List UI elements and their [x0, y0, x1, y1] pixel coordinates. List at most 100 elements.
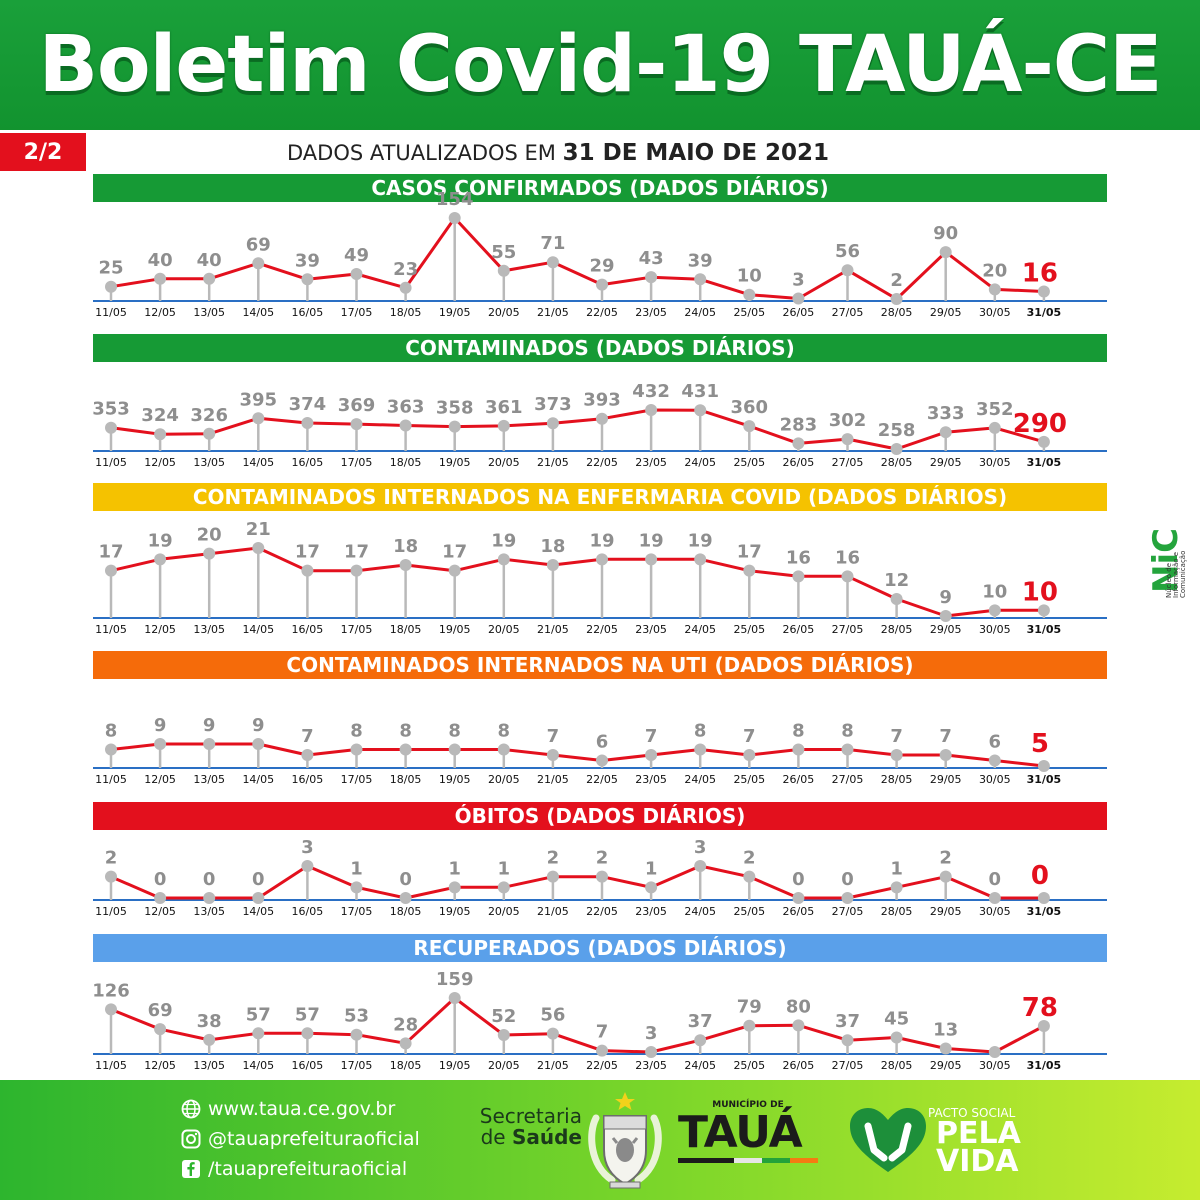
data-point — [546, 870, 559, 883]
x-tick-label: 21/05 — [537, 905, 569, 918]
data-label: 56 — [540, 1005, 565, 1026]
data-label: 395 — [240, 389, 278, 410]
data-point — [890, 1031, 903, 1044]
data-point — [448, 881, 461, 894]
website-link[interactable]: www.taua.ce.gov.br — [180, 1098, 395, 1120]
data-label: 333 — [927, 403, 965, 424]
data-label: 2 — [743, 848, 756, 869]
series-line — [110, 864, 1044, 900]
x-tick-label: 27/05 — [832, 306, 864, 319]
data-point — [890, 881, 903, 894]
data-point — [841, 1034, 854, 1047]
data-label: 57 — [246, 1004, 271, 1025]
x-tick-label: 12/05 — [144, 1059, 176, 1072]
data-label: 2 — [596, 848, 609, 869]
series-line — [110, 216, 1044, 301]
data-label: 16 — [835, 547, 860, 568]
data-label: 57 — [295, 1004, 320, 1025]
x-tick-label: 24/05 — [684, 905, 716, 918]
x-tick-label: 16/05 — [292, 306, 324, 319]
data-label: 3 — [645, 1023, 658, 1044]
chart-title: RECUPERADOS (DADOS DIÁRIOS) — [413, 936, 786, 960]
pacto-label: PACTO SOCIAL — [928, 1106, 1016, 1120]
data-label: 5 — [1031, 729, 1049, 759]
data-point — [890, 293, 903, 305]
data-point — [448, 564, 461, 577]
x-tick-label: 20/05 — [488, 773, 520, 786]
data-label: 431 — [681, 381, 719, 402]
globe-icon — [180, 1098, 202, 1120]
data-point — [1037, 760, 1050, 772]
data-label: 369 — [338, 395, 376, 416]
x-tick-label: 17/05 — [341, 623, 373, 636]
data-point — [350, 743, 363, 756]
facebook-icon — [180, 1158, 202, 1180]
update-prefix: DADOS ATUALIZADOS EM — [287, 141, 556, 165]
data-label: 71 — [540, 233, 565, 254]
data-label: 39 — [688, 250, 713, 271]
data-label: 13 — [933, 1020, 958, 1041]
data-label: 16 — [1022, 259, 1058, 289]
data-label: 53 — [344, 1006, 369, 1027]
data-point — [596, 870, 608, 883]
data-point — [743, 1019, 756, 1032]
data-label: 126 — [92, 980, 130, 1001]
data-point — [988, 283, 1001, 296]
x-tick-label: 12/05 — [144, 773, 176, 786]
data-label: 324 — [141, 405, 179, 426]
data-point — [252, 412, 265, 425]
x-tick-label: 28/05 — [881, 1059, 913, 1072]
footer: www.taua.ce.gov.br @tauaprefeituraoficia… — [0, 1080, 1200, 1200]
secretaria-line1: Secretaria — [479, 1104, 582, 1128]
instagram-link[interactable]: @tauaprefeituraoficial — [180, 1128, 420, 1150]
data-point — [694, 404, 707, 417]
x-tick-label: 21/05 — [537, 1059, 569, 1072]
data-point — [154, 428, 167, 441]
data-label: 0 — [252, 869, 265, 890]
data-point — [743, 749, 756, 761]
x-tick-label: 24/05 — [684, 306, 716, 319]
x-tick-label: 22/05 — [586, 623, 618, 636]
data-point — [841, 892, 854, 904]
data-point — [252, 1027, 265, 1040]
data-point — [546, 1027, 559, 1040]
x-tick-label: 26/05 — [783, 306, 815, 319]
page-title: Boletim Covid-19 TAUÁ-CE — [38, 20, 1163, 110]
x-tick-label: 21/05 — [537, 456, 569, 469]
data-point — [350, 1028, 363, 1041]
data-label: 7 — [890, 726, 903, 747]
data-point — [497, 881, 510, 894]
data-point — [154, 1023, 167, 1036]
data-label: 25 — [98, 258, 123, 279]
facebook-link[interactable]: /tauaprefeituraoficial — [180, 1158, 407, 1180]
data-point — [988, 604, 1001, 617]
data-point — [1037, 604, 1050, 617]
data-point — [645, 881, 658, 894]
x-tick-label: 31/05 — [1027, 623, 1062, 636]
data-point — [497, 553, 510, 566]
data-label: 8 — [498, 721, 511, 742]
instagram-text: @tauaprefeituraoficial — [208, 1128, 420, 1150]
data-point — [301, 1027, 314, 1040]
data-label: 69 — [148, 1000, 173, 1021]
data-point — [301, 860, 314, 872]
pacto-social-logo: PACTO SOCIAL PELA VIDA — [848, 1100, 1028, 1184]
x-tick-label: 13/05 — [193, 623, 225, 636]
x-tick-label: 25/05 — [733, 773, 765, 786]
data-point — [105, 421, 117, 434]
data-point — [988, 892, 1001, 904]
x-tick-label: 21/05 — [537, 623, 569, 636]
data-point — [546, 559, 559, 571]
data-point — [497, 419, 510, 432]
x-tick-label: 31/05 — [1027, 456, 1062, 469]
data-point — [939, 610, 952, 622]
data-label: 353 — [92, 399, 130, 420]
data-point — [399, 892, 412, 904]
data-point — [939, 1042, 952, 1055]
x-tick-label: 29/05 — [930, 306, 962, 319]
x-tick-label: 28/05 — [881, 306, 913, 319]
x-tick-label: 12/05 — [144, 456, 176, 469]
chart-5: ÓBITOS (DADOS DIÁRIOS) 2 11/05 0 12/05 0 13/05… — [93, 802, 1107, 918]
data-point — [399, 419, 412, 432]
x-tick-label: 23/05 — [635, 773, 667, 786]
